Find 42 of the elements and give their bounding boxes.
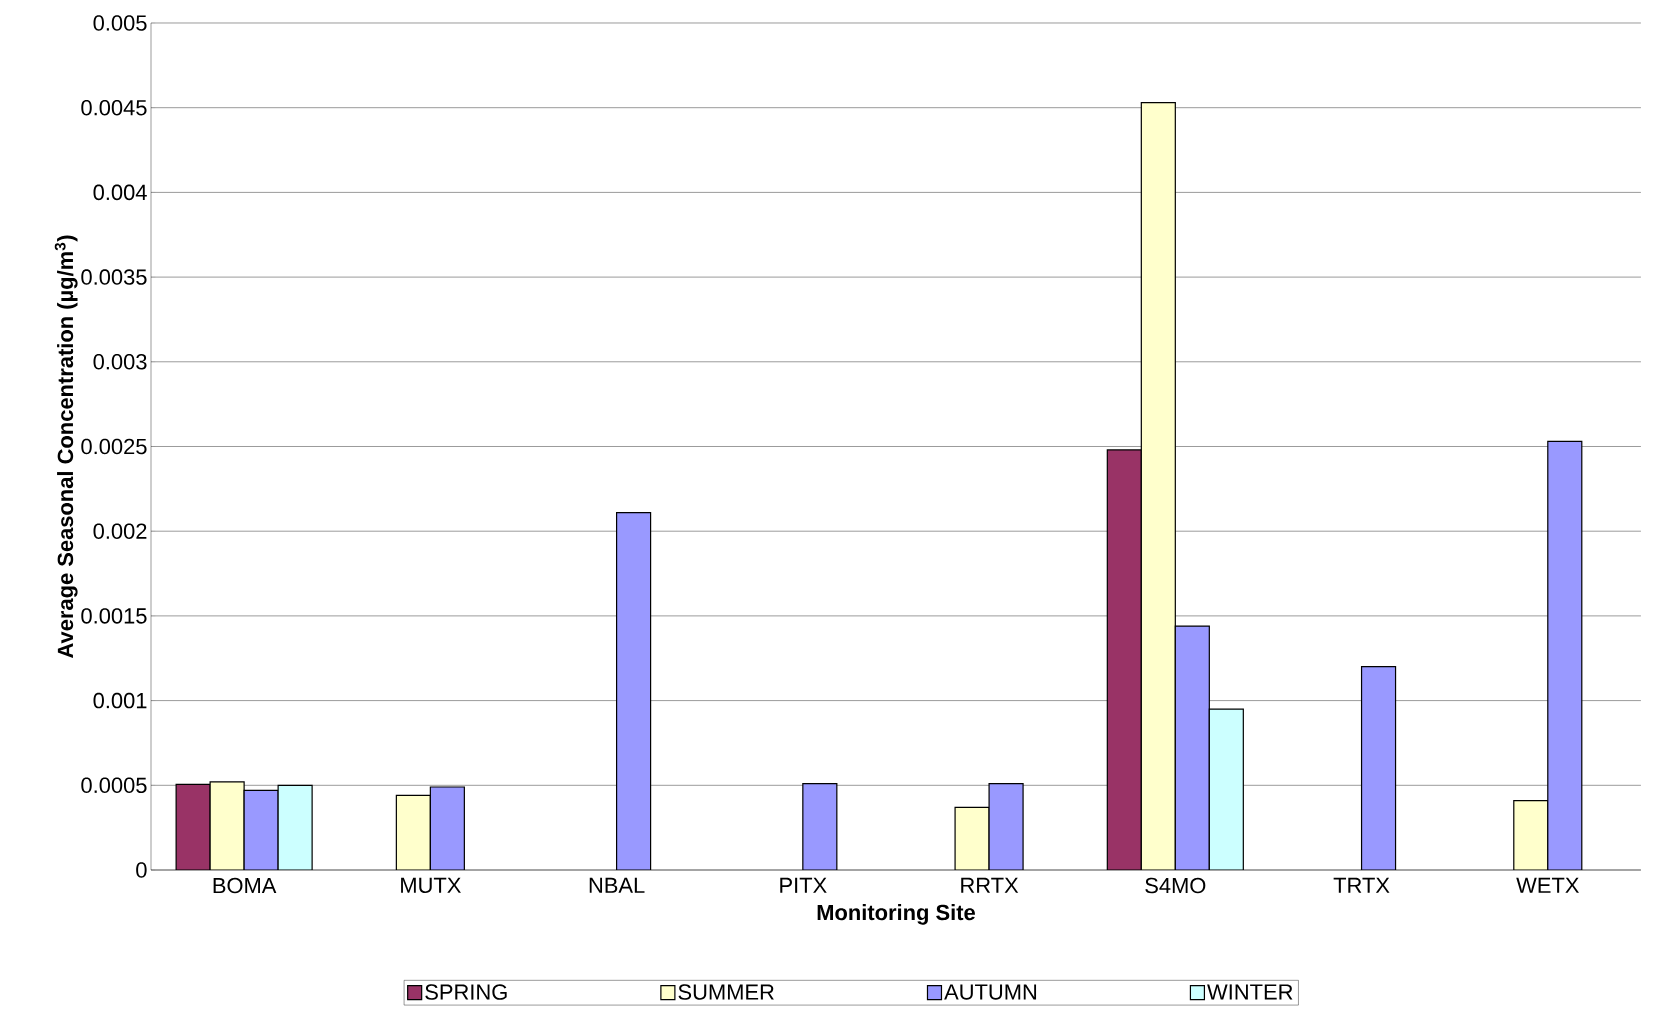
- bar: [395, 794, 431, 870]
- bar: [1174, 625, 1210, 870]
- x-tick-label: TRTX: [1333, 877, 1390, 893]
- y-axis-title: Average Seasonal Concentration (µg/m$^{3}$): [54, 235, 78, 658]
- y-tick-label: 0.003: [93, 354, 147, 370]
- legend-label: SPRING: [425, 984, 507, 1000]
- y-tick-label: 0.005: [93, 15, 147, 31]
- x-tick-label: BOMA: [213, 877, 277, 894]
- x-tick-label: PITX: [780, 877, 827, 893]
- y-tick-label: 0.0035: [81, 269, 147, 285]
- bar: [1360, 666, 1397, 870]
- bar: [1208, 708, 1244, 870]
- y-tick-label: 0.002: [93, 523, 147, 539]
- bar: [209, 781, 245, 870]
- bar: [429, 786, 465, 870]
- x-tick-label: WETX: [1516, 877, 1579, 893]
- y-tick-label: 0.0005: [81, 777, 147, 794]
- bar: [988, 783, 1024, 870]
- bar: [616, 511, 652, 870]
- x-tick-label: RRTX: [961, 877, 1019, 893]
- legend-label: AUTUMN: [944, 984, 1037, 1000]
- bar: [243, 789, 279, 870]
- bar: [802, 783, 838, 870]
- bar: [954, 806, 990, 870]
- y-tick-label: 0.0015: [81, 608, 147, 624]
- bar: [175, 783, 211, 870]
- x-tick-label: S4MO: [1145, 877, 1206, 894]
- x-tick-label: MUTX: [401, 877, 461, 894]
- x-axis-title: Monitoring Site: [817, 904, 975, 925]
- y-tick-label: 0.001: [93, 692, 147, 709]
- bar: [1547, 440, 1583, 870]
- bar: [277, 784, 313, 870]
- y-tick-label: 0: [136, 862, 147, 878]
- y-tick-label: 0.0025: [81, 438, 147, 455]
- legend-label: SUMMER: [678, 984, 774, 1000]
- y-tick-label: 0.004: [93, 184, 147, 201]
- y-tick-label: 0.0045: [81, 99, 147, 116]
- legend-label: WINTER: [1207, 984, 1293, 1000]
- bar: [1513, 799, 1549, 870]
- x-tick-label: NBAL: [589, 877, 645, 893]
- bar: [1106, 449, 1142, 870]
- bar: [1140, 102, 1176, 870]
